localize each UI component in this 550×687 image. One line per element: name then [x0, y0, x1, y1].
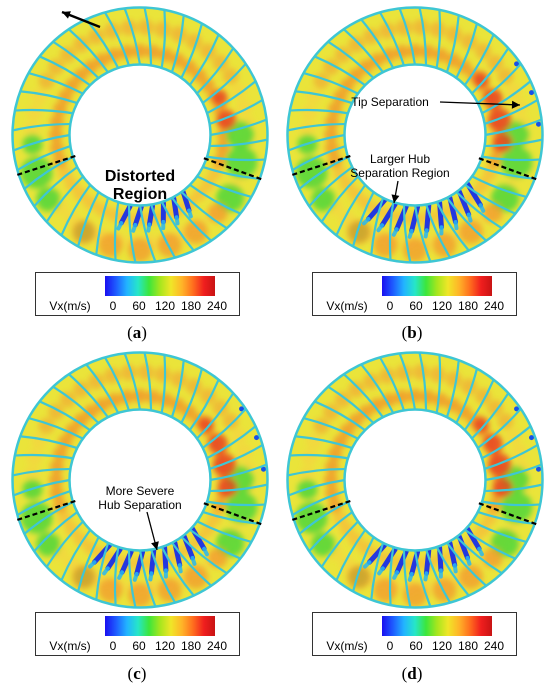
- colorbar-gradient: [382, 276, 492, 296]
- casing-ring: [286, 6, 544, 264]
- casing-ring: [286, 351, 544, 609]
- annulus-flow-field: [12, 7, 268, 263]
- hub-ring: [343, 63, 487, 207]
- distortion-boundary-line: [203, 157, 263, 181]
- hub-ring: [68, 63, 212, 207]
- tip-separation-arrow: [439, 101, 521, 106]
- colorbar-variable-label: Vx(m/s): [326, 639, 367, 653]
- colorbar-tick-label: 240: [484, 299, 504, 313]
- colorbar-variable-label: Vx(m/s): [49, 639, 90, 653]
- colorbar-tick-label: 60: [132, 299, 146, 313]
- tip-separation-label: Tip Separation: [351, 95, 429, 109]
- colorbar-tick-label: 120: [432, 639, 452, 653]
- more-severe-label: More Severe: [106, 484, 175, 498]
- annulus-flow-field: [287, 352, 543, 608]
- panel-c-caption: (c): [127, 664, 147, 683]
- colorbar-gradient: [105, 276, 215, 296]
- distortion-boundary-line: [291, 499, 351, 522]
- rotation-direction-arrow-head: [62, 11, 71, 19]
- tip-separation-arrow-head: [511, 100, 520, 109]
- hub-ring: [68, 408, 212, 552]
- colorbar-variable-label: Vx(m/s): [326, 299, 367, 313]
- colorbar-gradient: [382, 616, 492, 636]
- colorbar-tick-label: 240: [207, 639, 227, 653]
- colorbar-tick-label: 0: [387, 299, 394, 313]
- colorbar-tick-label: 0: [110, 299, 117, 313]
- annulus-flow-field: [287, 7, 543, 263]
- distortion-boundary-line: [203, 502, 263, 526]
- panel-d-colorbar: Vx(m/s) 0 60 120 180 240: [312, 612, 517, 656]
- casing-ring: [11, 351, 269, 609]
- hub-ring: [343, 408, 487, 552]
- colorbar-tick-label: 180: [458, 639, 478, 653]
- annulus-flow-field: [12, 352, 268, 608]
- panel-d-contour: [286, 351, 544, 609]
- hub-separation-arrow-head: [151, 541, 159, 550]
- panel-b-colorbar: Vx(m/s) 0 60 120 180 240: [312, 272, 517, 316]
- colorbar-tick-label: 180: [458, 299, 478, 313]
- distortion-boundary-line: [16, 154, 76, 177]
- colorbar-tick-label: 120: [155, 639, 175, 653]
- larger-hub-label: Larger Hub: [370, 152, 430, 166]
- colorbar-variable-label: Vx(m/s): [49, 299, 90, 313]
- colorbar-tick-label: 180: [181, 299, 201, 313]
- larger-hub-label: Separation Region: [350, 166, 449, 180]
- colorbar-gradient: [105, 616, 215, 636]
- distortion-boundary-line: [291, 154, 351, 177]
- distortion-boundary-line: [478, 502, 538, 526]
- panel-a-colorbar: Vx(m/s) 0 60 120 180 240: [35, 272, 240, 316]
- hub-separation-arrow-head: [391, 194, 400, 203]
- distorted-region-label: Distorted: [105, 168, 175, 185]
- panel-a-caption: (a): [127, 323, 147, 342]
- colorbar-tick-label: 240: [484, 639, 504, 653]
- distortion-boundary-line: [478, 157, 538, 181]
- distorted-region-label: Region: [113, 186, 167, 203]
- panel-b-caption: (b): [401, 323, 423, 342]
- colorbar-tick-label: 120: [155, 299, 175, 313]
- panel-d-caption: (d): [401, 664, 423, 683]
- colorbar-tick-label: 120: [432, 299, 452, 313]
- colorbar-tick-label: 60: [409, 639, 423, 653]
- colorbar-tick-label: 60: [409, 299, 423, 313]
- colorbar-tick-label: 0: [110, 639, 117, 653]
- colorbar-tick-label: 180: [181, 639, 201, 653]
- colorbar-tick-label: 60: [132, 639, 146, 653]
- more-severe-label: Hub Separation: [98, 498, 181, 512]
- colorbar-tick-label: 240: [207, 299, 227, 313]
- distortion-boundary-line: [16, 499, 76, 522]
- colorbar-tick-label: 0: [387, 639, 394, 653]
- casing-ring: [11, 6, 269, 264]
- panel-c-colorbar: Vx(m/s) 0 60 120 180 240: [35, 612, 240, 656]
